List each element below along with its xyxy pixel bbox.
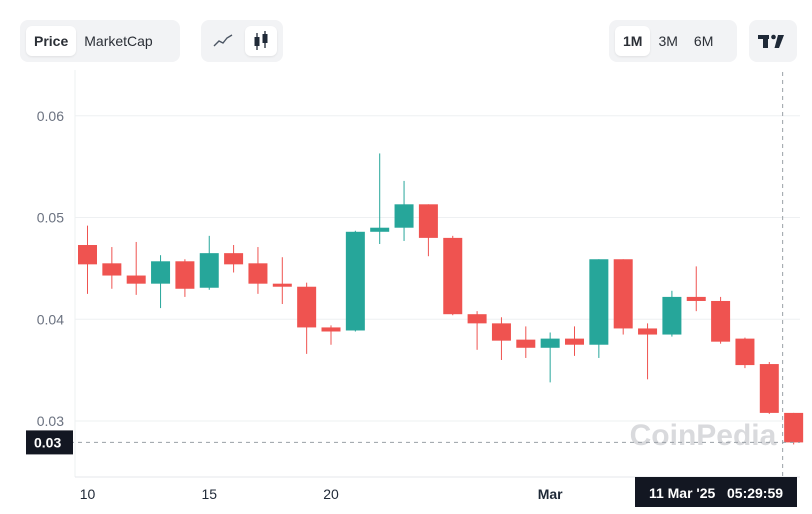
x-tick-label: 20 <box>323 486 339 502</box>
y-axis: 0.03 0.04 0.05 0.06 <box>37 108 64 429</box>
tradingview-button[interactable] <box>749 20 797 62</box>
candle-body <box>516 339 536 348</box>
marketcap-tab[interactable]: MarketCap <box>84 33 153 49</box>
chart-style-toggle <box>201 20 283 62</box>
candle-body <box>443 237 463 315</box>
crosshair: 0.03 11 Mar '25 05:29:59 <box>26 72 800 507</box>
candle-body <box>784 412 804 443</box>
candle <box>565 326 584 356</box>
candle-body <box>394 204 414 228</box>
candle <box>491 317 511 360</box>
candlestick-series <box>78 153 804 445</box>
candle <box>759 362 779 414</box>
candle-body <box>638 328 658 335</box>
candle <box>297 282 317 354</box>
line-chart-button[interactable] <box>207 26 239 56</box>
candle <box>102 247 122 289</box>
candle-body <box>345 231 365 331</box>
tradingview-logo-icon <box>758 34 784 48</box>
candle <box>686 266 706 312</box>
time-range-selector: 1M 3M 6M <box>609 20 737 62</box>
candle <box>370 153 390 244</box>
y-tick-label: 0.06 <box>37 108 64 124</box>
candle <box>735 337 755 369</box>
candle-body <box>224 253 244 265</box>
candle <box>418 204 438 257</box>
candlestick-button[interactable] <box>245 26 277 56</box>
candle <box>516 326 536 358</box>
candle <box>151 255 171 309</box>
candle-body <box>735 338 755 366</box>
candle-body <box>540 338 560 348</box>
candle <box>78 225 97 294</box>
candle <box>248 247 268 294</box>
x-tick-label: Mar <box>538 486 563 502</box>
candle-body <box>686 296 706 301</box>
price-tab[interactable]: Price <box>26 26 77 56</box>
candle-body <box>175 261 195 289</box>
candle-body <box>418 204 438 238</box>
x-tick-label: 15 <box>201 486 217 502</box>
candle-body <box>321 327 341 332</box>
x-axis: 10 15 20 Mar <box>80 486 563 502</box>
candle-body <box>102 263 122 276</box>
candle <box>589 259 609 358</box>
price-type-toggle: Price MarketCap <box>20 20 180 62</box>
candle <box>199 235 219 290</box>
candle <box>272 257 292 305</box>
candle <box>638 323 658 380</box>
coinpedia-watermark: CoinPedia <box>630 419 777 452</box>
candle <box>784 412 804 445</box>
candle-body <box>248 263 268 284</box>
candle-body <box>759 364 779 413</box>
range-6m-button[interactable]: 6M <box>693 33 714 49</box>
candle-body <box>589 259 609 345</box>
candle-body <box>491 323 511 341</box>
candle-body <box>613 259 633 329</box>
candle-body <box>370 227 390 232</box>
candle-body <box>126 275 146 284</box>
range-3m-button[interactable]: 3M <box>658 33 678 49</box>
candle <box>175 259 195 297</box>
candle-body <box>272 283 292 287</box>
candle-body <box>467 314 487 324</box>
candle-body <box>662 296 682 335</box>
y-tick-label: 0.05 <box>37 210 64 226</box>
candle <box>224 245 244 273</box>
candle-body <box>297 286 317 328</box>
candle-body <box>711 300 731 342</box>
x-tick-label: 10 <box>80 486 96 502</box>
crosshair-time-label: 11 Mar '25 05:29:59 <box>649 485 783 501</box>
candle <box>711 296 731 344</box>
crosshair-price-label-bg <box>26 430 73 455</box>
candle <box>394 180 414 241</box>
y-tick-label: 0.04 <box>37 311 64 327</box>
line-chart-icon <box>213 34 233 47</box>
candle <box>126 241 146 295</box>
candle <box>321 325 341 345</box>
candle-body <box>199 253 219 288</box>
candlestick-icon <box>254 31 268 50</box>
crosshair-price-label: 0.03 <box>34 434 61 450</box>
candle <box>540 332 560 383</box>
candle <box>443 235 463 316</box>
candle <box>345 230 365 332</box>
candle <box>613 259 633 335</box>
crosshair-time-label-bg <box>635 477 797 507</box>
candle <box>467 311 487 350</box>
candle <box>662 290 682 337</box>
candle-body <box>78 245 97 265</box>
candle-body <box>565 338 584 345</box>
candle-body <box>151 261 171 284</box>
y-tick-label: 0.03 <box>37 413 64 429</box>
range-1m-button[interactable]: 1M <box>615 26 651 56</box>
